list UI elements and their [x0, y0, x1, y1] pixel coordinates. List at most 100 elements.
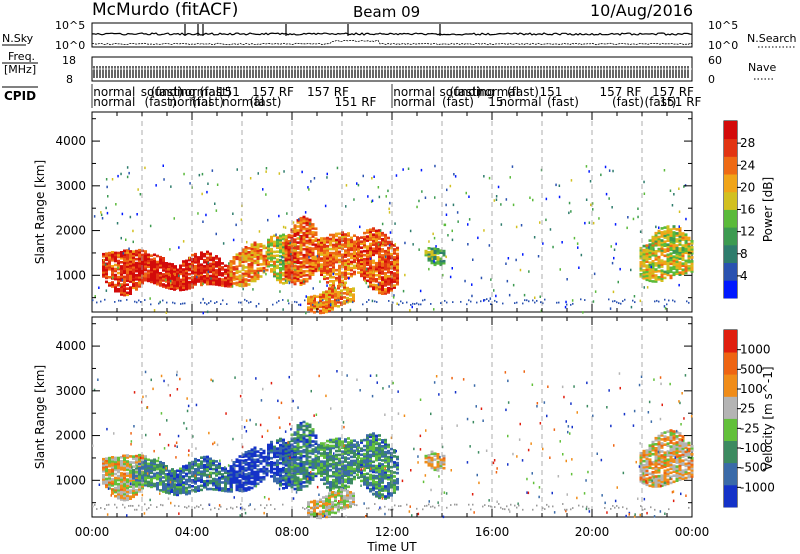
echo-cell — [244, 252, 248, 255]
echo-cell — [372, 454, 375, 458]
echo-cell — [203, 471, 206, 475]
cpid-label: CPID — [4, 89, 36, 103]
echo-cell — [669, 252, 673, 255]
scatter-cell — [394, 222, 396, 225]
echo-cell — [293, 437, 297, 440]
echo-cell — [108, 284, 111, 287]
echo-cell — [282, 249, 285, 253]
echo-cell — [185, 269, 188, 273]
echo-cell — [344, 470, 347, 473]
echo-cell — [369, 465, 372, 469]
echo-cell — [221, 278, 224, 281]
scatter-cell — [197, 212, 199, 215]
echo-cell — [188, 280, 191, 284]
echo-cell — [132, 262, 135, 265]
echo-cell — [170, 271, 173, 274]
echo-cell — [156, 270, 159, 274]
echo-cell — [200, 269, 203, 273]
echo-cell — [120, 279, 123, 282]
echo-cell — [267, 256, 270, 260]
echo-cell — [156, 467, 159, 471]
echo-cell — [305, 434, 309, 438]
echo-cell — [144, 274, 147, 278]
echo-cell — [684, 241, 688, 245]
echo-cell — [387, 291, 390, 294]
echo-cell — [366, 450, 369, 453]
echo-cell — [126, 460, 129, 463]
echo-cell — [126, 472, 129, 475]
echo-cell — [123, 285, 126, 289]
echo-cell — [165, 465, 168, 468]
echo-cell — [185, 275, 188, 279]
echo-cell — [162, 470, 165, 473]
echo-cell — [645, 266, 649, 269]
echo-cell — [126, 249, 129, 252]
echo-cell — [229, 481, 233, 484]
ground-scatter-cell — [616, 301, 618, 304]
echo-cell — [675, 256, 679, 259]
echo-cell — [326, 246, 329, 250]
echo-cell — [129, 258, 132, 261]
echo-cell — [120, 482, 123, 485]
echo-cell — [224, 479, 227, 483]
echo-cell — [678, 273, 682, 276]
echo-cell — [363, 231, 366, 235]
scatter-cell — [663, 305, 666, 308]
echo-cell — [117, 484, 120, 488]
echo-cell — [194, 254, 197, 258]
echo-cell — [372, 484, 375, 488]
echo-cell — [350, 449, 353, 453]
echo-cell — [332, 247, 335, 251]
echo-cell — [320, 257, 323, 260]
ground-scatter-cell — [144, 299, 146, 301]
scatter-cell — [196, 275, 198, 279]
echo-cell — [241, 487, 245, 491]
echo-cell — [329, 241, 332, 245]
echo-cell — [238, 280, 242, 283]
y-tick-label: 2000 — [55, 224, 86, 238]
echo-cell — [343, 286, 346, 289]
scatter-cell — [488, 176, 491, 180]
echo-cell — [188, 268, 191, 272]
echo-cell — [209, 280, 212, 284]
echo-cell — [244, 272, 248, 275]
echo-cell — [270, 237, 273, 241]
echo-cell — [381, 463, 384, 466]
echo-cell — [173, 489, 176, 492]
echo-cell — [287, 467, 291, 470]
echo-cell — [293, 264, 297, 268]
echo-cell — [439, 261, 443, 265]
echo-cell — [293, 441, 297, 444]
echo-cell — [179, 471, 182, 475]
static-frames: N.Sky 10^5 10^0 10^5 10^0 N.Search Freq.… — [2, 19, 797, 518]
echo-cell — [117, 466, 120, 470]
echo-cell — [129, 272, 132, 275]
echo-cell — [138, 490, 141, 493]
echo-cell — [338, 481, 341, 485]
echo-cell — [341, 446, 344, 449]
scatter-cell — [402, 289, 405, 293]
colorbar-tick-label: 20 — [740, 180, 755, 194]
echo-cell — [332, 261, 335, 265]
echo-cell — [335, 449, 338, 453]
echo-cell — [681, 252, 685, 255]
echo-cell — [141, 473, 144, 476]
echo-cell — [366, 263, 369, 266]
echo-cell — [296, 273, 300, 277]
echo-cell — [138, 466, 141, 470]
echo-cell — [341, 257, 344, 261]
echo-cell — [117, 468, 120, 472]
echo-cell — [150, 461, 153, 464]
echo-cell — [326, 269, 329, 272]
echo-cell — [200, 279, 203, 283]
echo-cell — [111, 468, 114, 471]
echo-cell — [197, 262, 200, 265]
echo-cell — [141, 467, 144, 470]
echo-cell — [253, 273, 257, 277]
echo-cell — [126, 456, 129, 459]
echo-cell — [215, 271, 218, 274]
echo-cell — [369, 260, 372, 264]
echo-cell — [684, 267, 688, 271]
echo-cell — [384, 473, 387, 476]
echo-cell — [102, 261, 105, 264]
